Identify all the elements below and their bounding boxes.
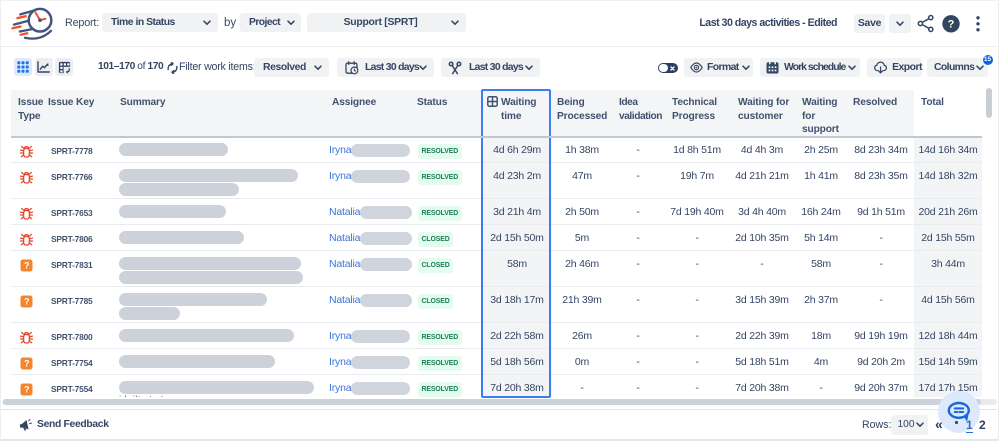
- svg-text:?: ?: [23, 385, 28, 395]
- svg-text:?: ?: [23, 261, 28, 271]
- svg-text:?: ?: [23, 359, 28, 369]
- svg-text:?: ?: [23, 297, 28, 307]
- svg-text:?: ?: [948, 19, 955, 31]
